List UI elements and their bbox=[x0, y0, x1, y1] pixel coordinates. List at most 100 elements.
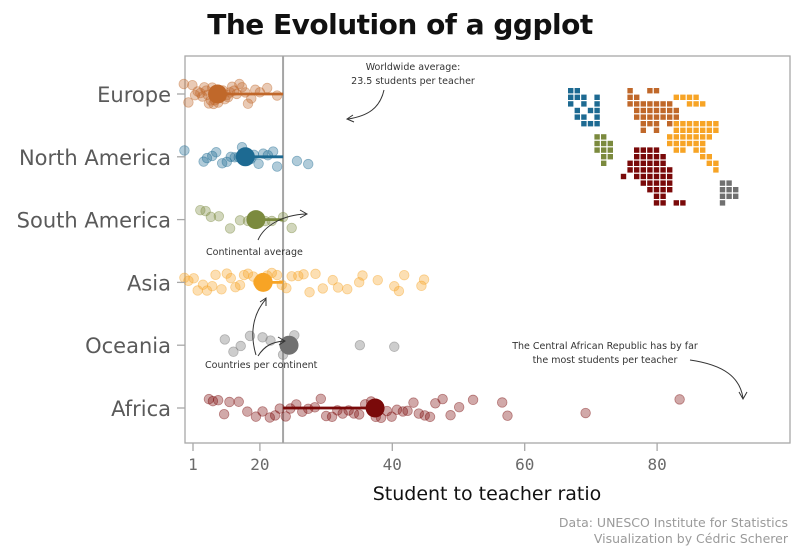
country-point-north-america-18 bbox=[271, 161, 283, 172]
map-tile-south-america-4 bbox=[607, 140, 613, 147]
map-tile-europe-26 bbox=[640, 121, 646, 127]
map-tile-africa-38 bbox=[653, 193, 660, 199]
country-point-oceania-1 bbox=[228, 346, 239, 357]
map-tile-oceania-6 bbox=[726, 193, 732, 199]
country-point-north-america-6 bbox=[221, 156, 233, 168]
map-tile-asia-6 bbox=[700, 101, 706, 107]
country-point-africa-23 bbox=[343, 405, 354, 416]
map-tile-europe-22 bbox=[653, 114, 660, 120]
country-point-africa-45 bbox=[502, 410, 513, 421]
map-tile-europe-3 bbox=[627, 94, 633, 100]
map-tile-asia-20 bbox=[713, 127, 719, 133]
map-tile-south-america-1 bbox=[601, 134, 607, 140]
map-tile-asia-14 bbox=[673, 127, 679, 133]
map-tile-asia-4 bbox=[686, 101, 693, 107]
country-point-africa-34 bbox=[402, 405, 413, 417]
category-labels: Europe North America South America Asia Ocea… bbox=[17, 83, 171, 421]
country-point-africa-18 bbox=[315, 393, 327, 404]
map-tile-south-america-7 bbox=[607, 147, 613, 153]
map-tile-africa-0 bbox=[634, 147, 640, 153]
map-tile-asia-11 bbox=[700, 121, 706, 127]
country-point-asia-22 bbox=[281, 282, 292, 294]
x-axis-ticks: 1 20 40 60 80 bbox=[188, 443, 667, 474]
map-tile-asia-33 bbox=[700, 140, 706, 147]
map-tile-north-america-2 bbox=[568, 94, 574, 100]
map-tile-north-america-6 bbox=[568, 101, 574, 107]
country-point-oceania-2 bbox=[235, 340, 246, 352]
country-point-asia-27 bbox=[310, 268, 321, 280]
country-point-europe-34 bbox=[261, 82, 273, 94]
map-tile-europe-2 bbox=[653, 88, 660, 94]
x-axis-title: Student to teacher ratio bbox=[373, 483, 602, 505]
map-tile-africa-40 bbox=[653, 200, 660, 206]
country-point-asia-39 bbox=[418, 274, 430, 285]
map-tile-africa-29 bbox=[647, 180, 653, 186]
country-point-africa-1 bbox=[207, 395, 219, 407]
map-tile-asia-21 bbox=[667, 134, 673, 140]
map-tile-africa-34 bbox=[647, 187, 653, 193]
map-tile-africa-3 bbox=[653, 147, 660, 153]
map-tile-asia-15 bbox=[680, 127, 686, 133]
country-point-africa-16 bbox=[303, 403, 314, 414]
map-tile-africa-2 bbox=[647, 147, 653, 153]
map-tile-south-america-5 bbox=[594, 147, 600, 153]
map-tile-oceania-2 bbox=[719, 187, 726, 193]
map-tile-asia-30 bbox=[680, 140, 686, 147]
caption-data-source: Data: UNESCO Institute for Statistics bbox=[558, 515, 788, 530]
map-tile-africa-18 bbox=[647, 167, 653, 173]
continent-average-asia bbox=[253, 272, 273, 292]
map-tile-europe-4 bbox=[634, 94, 640, 100]
map-tile-europe-19 bbox=[634, 114, 640, 120]
country-point-asia-10 bbox=[225, 272, 236, 284]
country-point-europe-5 bbox=[195, 87, 206, 99]
map-tile-africa-25 bbox=[653, 173, 660, 180]
country-point-asia-31 bbox=[342, 283, 353, 295]
map-tile-asia-37 bbox=[700, 147, 706, 153]
country-point-africa-25 bbox=[354, 409, 365, 420]
map-tile-europe-24 bbox=[667, 114, 673, 120]
continent-average-oceania bbox=[279, 335, 299, 355]
map-tile-asia-13 bbox=[713, 121, 719, 127]
country-point-africa-46 bbox=[580, 407, 591, 419]
annotation-world-average-line-2: 23.5 students per teacher bbox=[351, 76, 475, 87]
map-tile-africa-1 bbox=[640, 147, 646, 153]
map-tile-africa-15 bbox=[627, 167, 633, 173]
map-tile-asia-36 bbox=[693, 147, 699, 153]
map-tile-africa-6 bbox=[647, 154, 653, 160]
annotation-countries-arrow-1 bbox=[252, 298, 267, 356]
country-point-north-america-3 bbox=[207, 150, 218, 162]
map-tile-north-america-16 bbox=[587, 121, 594, 127]
map-tile-asia-8 bbox=[680, 121, 686, 127]
country-point-north-america-20 bbox=[303, 158, 314, 170]
country-point-south-america-1 bbox=[200, 205, 211, 217]
country-point-oceania-10 bbox=[389, 341, 400, 352]
map-tile-asia-42 bbox=[713, 167, 719, 173]
map-tile-africa-43 bbox=[680, 200, 686, 206]
country-point-africa-9 bbox=[264, 412, 276, 423]
map-tile-africa-41 bbox=[660, 200, 666, 206]
caption-credit: Visualization by Cédric Scherer bbox=[593, 531, 788, 546]
map-tile-europe-27 bbox=[647, 121, 653, 127]
map-tile-europe-10 bbox=[660, 101, 666, 107]
country-point-africa-35 bbox=[408, 397, 419, 408]
country-point-africa-33 bbox=[397, 406, 409, 417]
map-tile-asia-34 bbox=[673, 147, 679, 153]
map-tile-asia-17 bbox=[693, 127, 699, 133]
country-point-north-america-4 bbox=[211, 147, 222, 158]
map-tile-asia-12 bbox=[706, 121, 712, 127]
map-tile-africa-5 bbox=[640, 154, 646, 160]
country-point-asia-30 bbox=[332, 282, 344, 293]
map-tile-asia-2 bbox=[686, 94, 693, 100]
map-tile-asia-7 bbox=[673, 121, 679, 127]
annotation-car-arrow bbox=[689, 359, 744, 399]
country-point-asia-14 bbox=[242, 268, 254, 279]
country-point-asia-1 bbox=[183, 275, 194, 286]
annotation-countries-per-continent: Countries per continent bbox=[205, 360, 318, 371]
country-point-asia-26 bbox=[304, 287, 315, 298]
country-point-africa-37 bbox=[419, 410, 430, 421]
country-point-africa-13 bbox=[285, 403, 296, 414]
map-tile-asia-41 bbox=[713, 160, 719, 166]
map-tile-europe-9 bbox=[653, 101, 660, 107]
chart-title: The Evolution of a ggplot bbox=[207, 8, 593, 41]
map-tile-south-america-8 bbox=[601, 154, 607, 160]
